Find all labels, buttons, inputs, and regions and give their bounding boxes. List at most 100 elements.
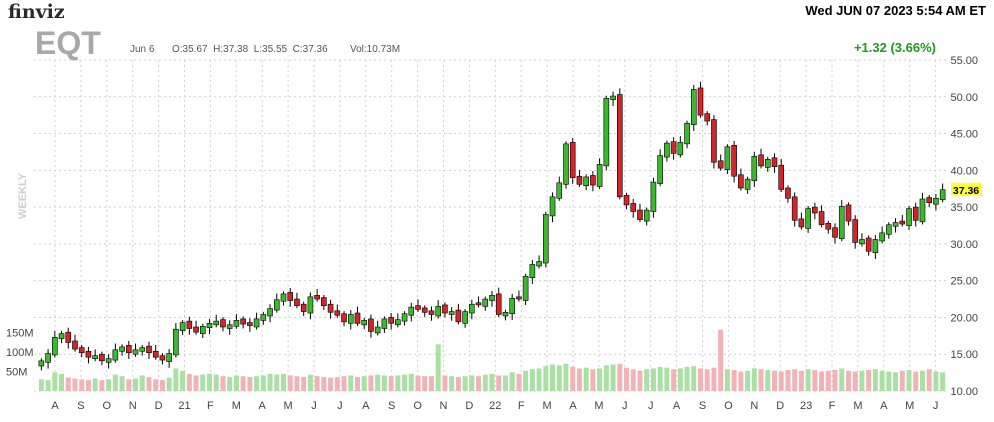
candle-body xyxy=(886,224,892,235)
volume-bar xyxy=(92,378,98,391)
candle-body xyxy=(213,320,220,326)
volume-bar xyxy=(489,373,495,391)
candle-body xyxy=(583,176,589,187)
volume-bar xyxy=(637,370,643,391)
candle-body xyxy=(495,293,502,315)
volume-bar xyxy=(603,365,609,391)
candle-body xyxy=(717,160,724,169)
month-tick-label: 22 xyxy=(489,400,501,412)
candle-body xyxy=(603,97,610,167)
volume-bar xyxy=(523,370,529,391)
volume-bar xyxy=(462,376,468,391)
month-tick-label: S xyxy=(77,400,84,412)
candle-body xyxy=(543,214,549,264)
volume-bar xyxy=(872,369,878,391)
volume-bar xyxy=(704,369,710,391)
volume-bar xyxy=(287,375,293,391)
volume-bar xyxy=(59,373,65,391)
volume-bar xyxy=(758,369,764,391)
volume-bar xyxy=(314,376,320,391)
month-tick-label: J xyxy=(337,400,343,412)
volume-bar xyxy=(442,375,448,391)
volume-bar xyxy=(193,375,199,391)
volume-bar xyxy=(496,375,502,391)
candle-body xyxy=(300,303,307,312)
volume-bar xyxy=(684,366,690,391)
month-tick-label: F xyxy=(518,400,525,412)
volume-bar xyxy=(509,372,515,391)
volume-bar xyxy=(805,369,811,391)
volume-bar xyxy=(334,377,340,391)
volume-bar xyxy=(550,364,556,391)
candle-body xyxy=(273,299,280,311)
volume-bar xyxy=(940,372,946,391)
candle-body xyxy=(704,113,711,122)
candle-body xyxy=(590,175,596,186)
volume-bar xyxy=(671,369,677,391)
candle-body xyxy=(85,350,92,358)
time-axis: A S O N D 21 F M A M J J A S O N D 22 F M A M J J A S O N D 23 F M A M J xyxy=(51,400,938,412)
volume-bar xyxy=(207,373,213,391)
volume-tick-label: 100M xyxy=(6,347,34,359)
candle-body xyxy=(832,227,838,238)
month-tick-label: N xyxy=(750,400,758,412)
volume-bar xyxy=(563,363,569,391)
candle-body xyxy=(771,157,778,167)
volume-bar xyxy=(220,376,226,391)
volume-bar xyxy=(99,380,105,391)
finviz-logo[interactable]: finviz xyxy=(8,1,65,23)
month-tick-label: M xyxy=(905,400,914,412)
candle-body xyxy=(139,347,146,352)
volume-bar xyxy=(240,376,246,391)
chart-grid xyxy=(34,59,946,392)
volume-bar xyxy=(536,368,542,391)
month-tick-label: D xyxy=(465,400,473,412)
month-tick-label: S xyxy=(699,400,706,412)
candle-body xyxy=(415,305,421,310)
volume-bar xyxy=(698,368,704,391)
candle-body xyxy=(657,155,663,184)
month-tick-label: S xyxy=(388,400,395,412)
month-tick-label: A xyxy=(569,400,577,412)
candlesticks xyxy=(38,81,946,371)
candle-body xyxy=(764,159,771,168)
volume-bar xyxy=(112,374,118,391)
price-tick-label: 25.00 xyxy=(950,276,978,288)
volume-bar xyxy=(691,366,697,391)
candle-body xyxy=(253,318,260,328)
month-tick-label: F xyxy=(207,400,214,412)
candle-body xyxy=(287,292,294,301)
candle-body xyxy=(105,358,112,363)
candle-body xyxy=(744,178,751,190)
candle-body xyxy=(45,353,51,363)
candle-body xyxy=(78,347,85,354)
volume-bar xyxy=(516,373,522,391)
volume-bar xyxy=(597,368,603,391)
volume-bar xyxy=(583,367,589,391)
volume-bar xyxy=(348,375,354,391)
candle-body xyxy=(690,89,697,126)
candle-body xyxy=(838,206,845,240)
candle-body xyxy=(408,306,415,316)
candle-body xyxy=(267,308,273,317)
candle-body xyxy=(314,295,320,300)
candle-body xyxy=(112,349,119,361)
ticker-symbol: EQT xyxy=(35,25,101,61)
candle-body xyxy=(233,320,240,327)
volume-bar xyxy=(610,364,616,391)
volume-bar xyxy=(301,377,307,391)
candle-body xyxy=(859,239,865,245)
volume-bar xyxy=(166,377,172,391)
candle-body xyxy=(280,293,287,302)
volume-bar xyxy=(765,370,771,391)
candle-body xyxy=(92,355,98,359)
candle-body xyxy=(226,324,233,329)
candle-body xyxy=(563,143,569,185)
volume-bar xyxy=(415,375,421,391)
candle-body xyxy=(865,237,872,252)
candle-body xyxy=(321,297,327,306)
volume-bar xyxy=(260,375,266,391)
month-tick-label: N xyxy=(440,400,448,412)
volume-bar xyxy=(180,370,186,391)
